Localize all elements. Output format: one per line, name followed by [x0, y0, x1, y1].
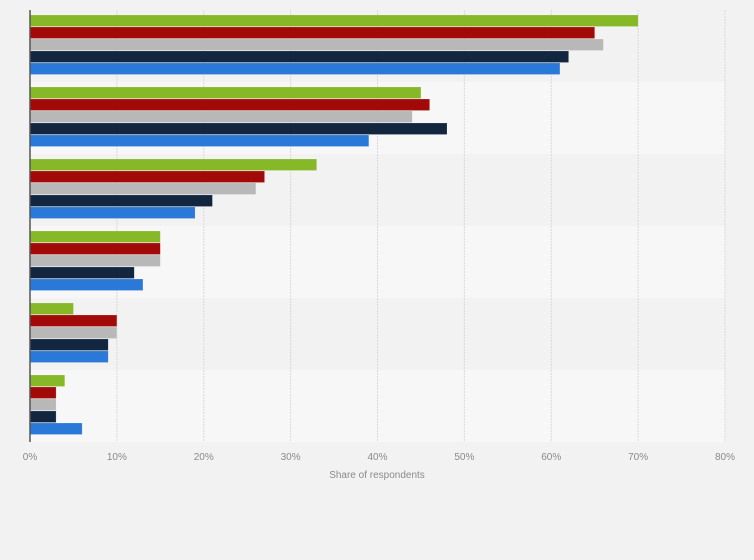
- x-tick-label: 0%: [23, 452, 38, 463]
- bar[interactable]: [29, 422, 83, 435]
- gridlines: [116, 10, 726, 442]
- x-tick-label: 80%: [715, 452, 735, 463]
- bar[interactable]: [29, 398, 57, 411]
- x-tick-label: 30%: [281, 452, 301, 463]
- bar[interactable]: [29, 350, 109, 363]
- bar[interactable]: [29, 278, 144, 291]
- bar[interactable]: [29, 14, 639, 27]
- bar[interactable]: [29, 182, 257, 195]
- x-tick-label: 20%: [194, 452, 214, 463]
- bar[interactable]: [29, 314, 118, 327]
- bar[interactable]: [29, 194, 213, 207]
- bar[interactable]: [29, 26, 595, 39]
- bar[interactable]: [29, 338, 109, 351]
- bar[interactable]: [29, 230, 161, 243]
- bar[interactable]: [29, 122, 448, 135]
- x-tick-label: 50%: [454, 452, 474, 463]
- x-tick-label: 60%: [541, 452, 561, 463]
- bar[interactable]: [29, 86, 422, 99]
- x-axis-ticks: 0% 10% 20% 30% 40% 50% 60% 70% 80%: [23, 452, 735, 463]
- bar[interactable]: [29, 206, 196, 219]
- bar[interactable]: [29, 302, 74, 315]
- bar[interactable]: [29, 410, 57, 423]
- x-tick-label: 40%: [367, 452, 387, 463]
- bar[interactable]: [29, 50, 569, 63]
- bar[interactable]: [29, 254, 161, 267]
- bars: [29, 14, 639, 435]
- bar[interactable]: [29, 374, 65, 387]
- bar[interactable]: [29, 110, 413, 123]
- x-tick-label: 10%: [107, 452, 127, 463]
- x-axis-title: Share of respondents: [329, 470, 425, 481]
- bar[interactable]: [29, 158, 317, 171]
- bar[interactable]: [29, 326, 118, 339]
- bar[interactable]: [29, 134, 370, 147]
- bar[interactable]: [29, 386, 57, 399]
- bar[interactable]: [29, 62, 561, 75]
- bar[interactable]: [29, 242, 161, 255]
- bar[interactable]: [29, 170, 265, 183]
- bar[interactable]: [29, 266, 135, 279]
- bar[interactable]: [29, 38, 604, 51]
- x-tick-label: 70%: [628, 452, 648, 463]
- bar[interactable]: [29, 98, 430, 111]
